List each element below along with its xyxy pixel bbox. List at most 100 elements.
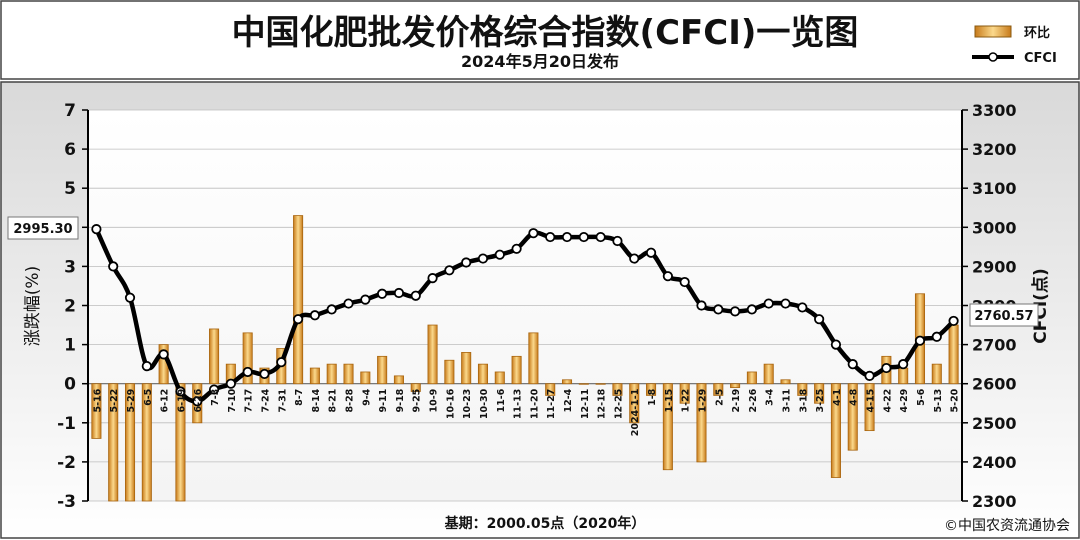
cfci-point bbox=[276, 357, 287, 368]
right-tick-label: 2700 bbox=[972, 336, 1017, 355]
bar bbox=[477, 363, 489, 385]
legend-line-marker bbox=[988, 52, 998, 62]
bar bbox=[578, 383, 589, 385]
cfci-point bbox=[477, 253, 489, 264]
bar bbox=[679, 383, 690, 404]
bar bbox=[242, 332, 253, 385]
cfci-point bbox=[124, 292, 136, 303]
bar bbox=[91, 383, 102, 439]
bar bbox=[377, 355, 388, 385]
x-tick-label: 6-26 bbox=[193, 388, 204, 412]
bar bbox=[108, 383, 119, 502]
cfci-point bbox=[898, 359, 909, 370]
bar bbox=[763, 363, 774, 385]
cfci-point bbox=[528, 228, 539, 239]
line-series bbox=[91, 224, 959, 407]
x-tick-label: 11-13 bbox=[513, 389, 524, 419]
cfci-point bbox=[914, 335, 926, 346]
cfci-point bbox=[461, 257, 472, 268]
bar bbox=[612, 383, 623, 396]
x-tick-label: 7-24 bbox=[260, 388, 271, 412]
bar bbox=[629, 383, 640, 424]
x-tick-label: 3-4 bbox=[765, 388, 776, 406]
x-tick-label: 5-22 bbox=[109, 389, 120, 413]
x-tick-label: 4-8 bbox=[849, 388, 860, 406]
right-tick-label: 2900 bbox=[972, 257, 1017, 276]
x-tick-label: 12-18 bbox=[597, 388, 608, 419]
cfci-point bbox=[192, 396, 203, 407]
x-tick-label: 7-3 bbox=[210, 389, 221, 406]
cfci-point bbox=[713, 304, 724, 315]
x-tick-label: 2-5 bbox=[714, 389, 725, 406]
x-axis: 5-16 5-22 5-29 6-5 6-12 6-19 6-26 7-3 7-10 7-17 7-… bbox=[92, 388, 960, 436]
cfci-line bbox=[94, 228, 956, 404]
x-tick-label: 5-29 bbox=[126, 389, 137, 413]
x-tick-label: 6-5 bbox=[143, 389, 154, 406]
bar bbox=[662, 383, 673, 471]
x-tick-label: 1-15 bbox=[664, 389, 675, 413]
left-axis-label: 涨跌幅(%) bbox=[23, 266, 43, 346]
legend: 环比 CFCI bbox=[972, 25, 1057, 66]
x-tick-label: 5-20 bbox=[950, 388, 961, 412]
x-tick-label: 5-16 bbox=[92, 388, 103, 412]
x-tick-label: 7-10 bbox=[227, 388, 238, 412]
x-tick-label: 10-23 bbox=[462, 389, 473, 419]
bar bbox=[898, 367, 909, 385]
bar bbox=[141, 383, 152, 502]
cfci-point bbox=[343, 298, 354, 309]
cfci-point bbox=[948, 315, 959, 327]
x-tick-label: 10-9 bbox=[429, 389, 440, 413]
bar bbox=[360, 371, 371, 385]
bar bbox=[326, 363, 337, 385]
x-tick-label: 3-18 bbox=[798, 388, 809, 412]
cfci-point bbox=[208, 384, 220, 395]
cfci-point bbox=[729, 306, 741, 317]
cfci-point bbox=[814, 314, 825, 325]
x-tick-label: 1-22 bbox=[681, 389, 692, 413]
x-tick-label: 10-16 bbox=[445, 388, 456, 419]
left-tick-label: -1 bbox=[57, 414, 76, 434]
right-tick-label: 2400 bbox=[972, 453, 1017, 472]
bar bbox=[494, 371, 505, 385]
cfci-point bbox=[259, 368, 270, 380]
cfci-point bbox=[679, 276, 690, 288]
x-tick-label: 4-22 bbox=[882, 389, 893, 413]
callout-first-value: 2995.30 bbox=[13, 222, 72, 237]
chart-subtitle: 2024年5月20日发布 bbox=[461, 52, 619, 71]
bar bbox=[713, 383, 724, 396]
bar bbox=[561, 379, 573, 385]
cfci-point bbox=[141, 361, 152, 372]
right-tick-label: 3200 bbox=[972, 140, 1017, 159]
callout-first-box bbox=[7, 216, 79, 240]
left-tick-label: 0 bbox=[64, 375, 76, 395]
cfci-point bbox=[797, 302, 808, 313]
bar bbox=[595, 383, 606, 385]
legend-bar-label: 环比 bbox=[1024, 25, 1050, 41]
cfci-point bbox=[746, 304, 758, 315]
cfci-point bbox=[612, 235, 623, 247]
x-tick-label: 5-13 bbox=[933, 389, 944, 413]
left-tick-label: 2 bbox=[64, 297, 76, 317]
x-tick-label: 2-19 bbox=[731, 389, 742, 413]
right-tick-label: 3100 bbox=[972, 179, 1017, 198]
callout-last: 2760.57 bbox=[969, 303, 1039, 327]
x-tick-label: 4-29 bbox=[899, 389, 910, 413]
cfci-point bbox=[645, 247, 657, 258]
bar bbox=[410, 383, 421, 392]
callout-first: 2995.30 bbox=[7, 216, 79, 240]
cfci-point bbox=[158, 349, 169, 360]
x-tick-label: 1-29 bbox=[697, 389, 708, 413]
x-tick-label: 3-11 bbox=[782, 389, 793, 413]
x-tick-label: 9-11 bbox=[378, 389, 389, 413]
cfci-point bbox=[545, 231, 556, 243]
x-tick-label: 6-12 bbox=[160, 389, 171, 413]
bar bbox=[293, 215, 304, 385]
x-tick-label: 3-25 bbox=[815, 389, 826, 413]
right-tick-label: 2500 bbox=[972, 414, 1017, 433]
x-tick-label: 9-4 bbox=[361, 388, 372, 406]
x-tick-label: 8-28 bbox=[345, 388, 356, 412]
right-tick-label: 2600 bbox=[972, 375, 1017, 394]
left-tick-label: 6 bbox=[64, 140, 76, 160]
x-tick-label: 8-14 bbox=[311, 388, 322, 412]
